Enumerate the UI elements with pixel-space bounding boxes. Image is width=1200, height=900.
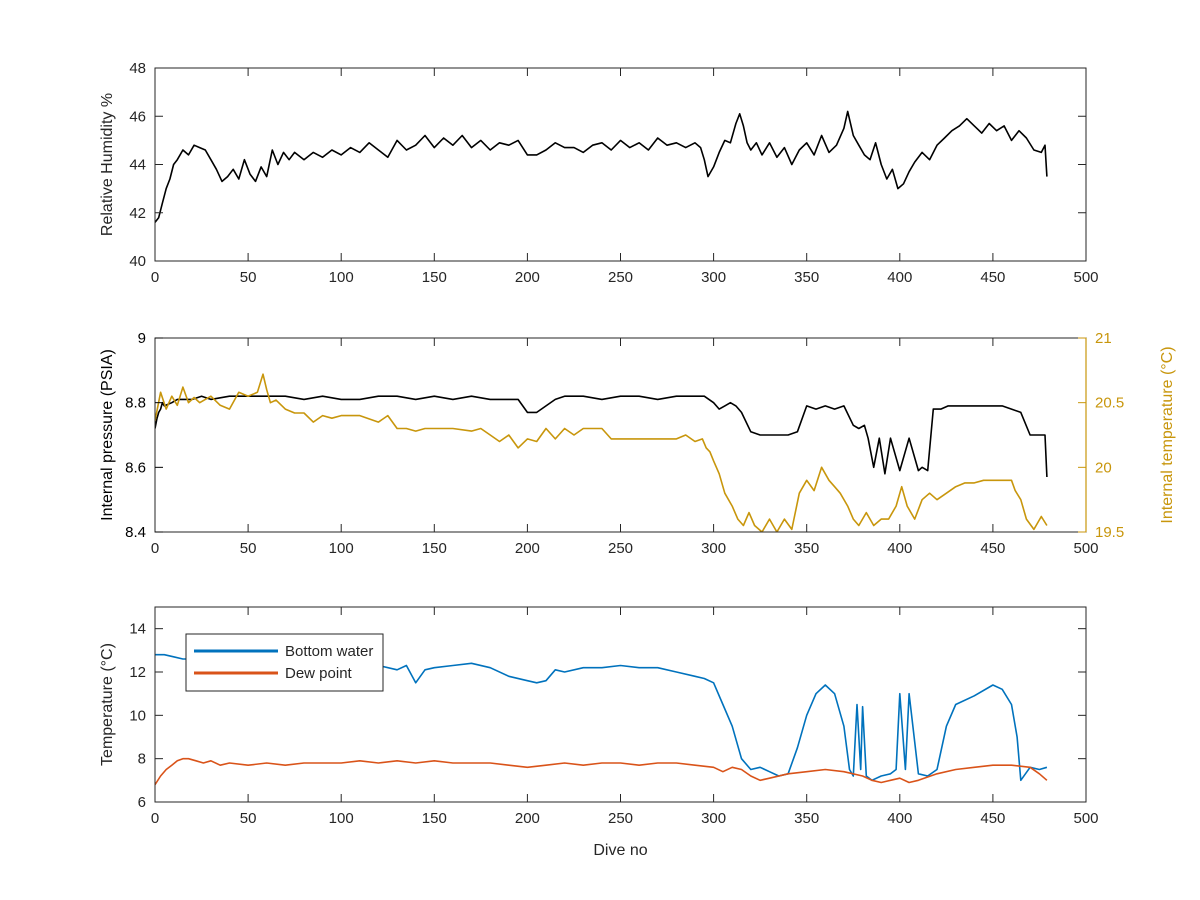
y-tick-label: 14 [129, 621, 146, 638]
y-right-tick-label: 21 [1095, 330, 1112, 347]
x-tick-label: 250 [608, 540, 633, 557]
x-tick-label: 450 [980, 810, 1005, 827]
x-tick-label: 150 [422, 540, 447, 557]
y-tick-label: 8.4 [125, 524, 146, 541]
y-tick-label: 46 [129, 108, 146, 125]
x-tick-label: 500 [1073, 810, 1098, 827]
x-tick-label: 350 [794, 810, 819, 827]
chart-panel-2: 0 50 100 150 200 250 300 350 400 450 500 8.4 8.6 8.8 9… [99, 330, 1176, 557]
series-line-2-2 [155, 373, 1048, 532]
x-tick-label: 200 [515, 540, 540, 557]
x-tick-label: 400 [887, 269, 912, 286]
x-tick-label: 100 [329, 269, 354, 286]
x-tick-label: 500 [1073, 269, 1098, 286]
y-tick-label: 40 [129, 253, 146, 270]
y-axis-label: Temperature (°C) [99, 643, 116, 766]
y-tick-label: 48 [129, 60, 146, 77]
plot-frame [154, 337, 1087, 533]
legend: Bottom water Dew point [185, 633, 384, 692]
y-tick-label: 44 [129, 157, 146, 174]
x-tick-label: 200 [515, 810, 540, 827]
y-right-tick-label: 20 [1095, 459, 1112, 476]
chart-panel-3: 0 50 100 150 200 250 300 350 400 450 500 6 8 10 12 14 Te… [99, 606, 1099, 859]
x-tick-label: 500 [1073, 540, 1098, 557]
x-tick-label: 400 [887, 810, 912, 827]
chart-panel-1: 0 50 100 150 200 250 300 350 400 450 500 40 42 44 46 48… [99, 60, 1099, 286]
legend-label: Dew point [285, 665, 353, 682]
y-tick-label: 8.6 [125, 459, 146, 476]
x-tick-label: 0 [151, 269, 159, 286]
x-tick-label: 0 [151, 540, 159, 557]
y-right-tick-label: 19.5 [1095, 524, 1124, 541]
x-tick-label: 200 [515, 269, 540, 286]
series-line-2-1 [155, 395, 1048, 478]
series-line-1-1 [155, 110, 1048, 223]
y-tick-label: 8 [138, 751, 146, 768]
x-tick-label: 300 [701, 540, 726, 557]
x-tick-label: 100 [329, 810, 354, 827]
y-axis-label: Internal pressure (PSIA) [99, 349, 116, 521]
x-tick-label: 50 [240, 269, 257, 286]
plot-frame [154, 67, 1087, 262]
legend-box [185, 633, 384, 692]
x-tick-label: 400 [887, 540, 912, 557]
x-tick-label: 50 [240, 810, 257, 827]
x-tick-label: 150 [422, 269, 447, 286]
x-tick-label: 0 [151, 810, 159, 827]
series-line-3-2 [155, 757, 1048, 786]
x-tick-label: 300 [701, 810, 726, 827]
x-tick-label: 450 [980, 540, 1005, 557]
y-right-tick-label: 20.5 [1095, 395, 1124, 412]
y-tick-label: 42 [129, 205, 146, 222]
x-tick-label: 250 [608, 269, 633, 286]
y-tick-label: 6 [138, 794, 146, 811]
y-tick-label: 9 [138, 330, 146, 347]
y-tick-label: 12 [129, 664, 146, 681]
x-tick-label: 300 [701, 269, 726, 286]
x-tick-label: 150 [422, 810, 447, 827]
x-tick-label: 100 [329, 540, 354, 557]
y-tick-label: 10 [129, 707, 146, 724]
x-tick-label: 350 [794, 540, 819, 557]
x-tick-label: 450 [980, 269, 1005, 286]
y-tick-label: 8.8 [125, 395, 146, 412]
legend-label: Bottom water [285, 643, 373, 660]
y-axis-label: Relative Humidity % [99, 93, 116, 236]
x-tick-label: 350 [794, 269, 819, 286]
x-tick-label: 250 [608, 810, 633, 827]
x-axis-label: Dive no [593, 842, 647, 859]
y-axis-label-right: Internal temperature (°C) [1159, 346, 1176, 523]
x-tick-label: 50 [240, 540, 257, 557]
